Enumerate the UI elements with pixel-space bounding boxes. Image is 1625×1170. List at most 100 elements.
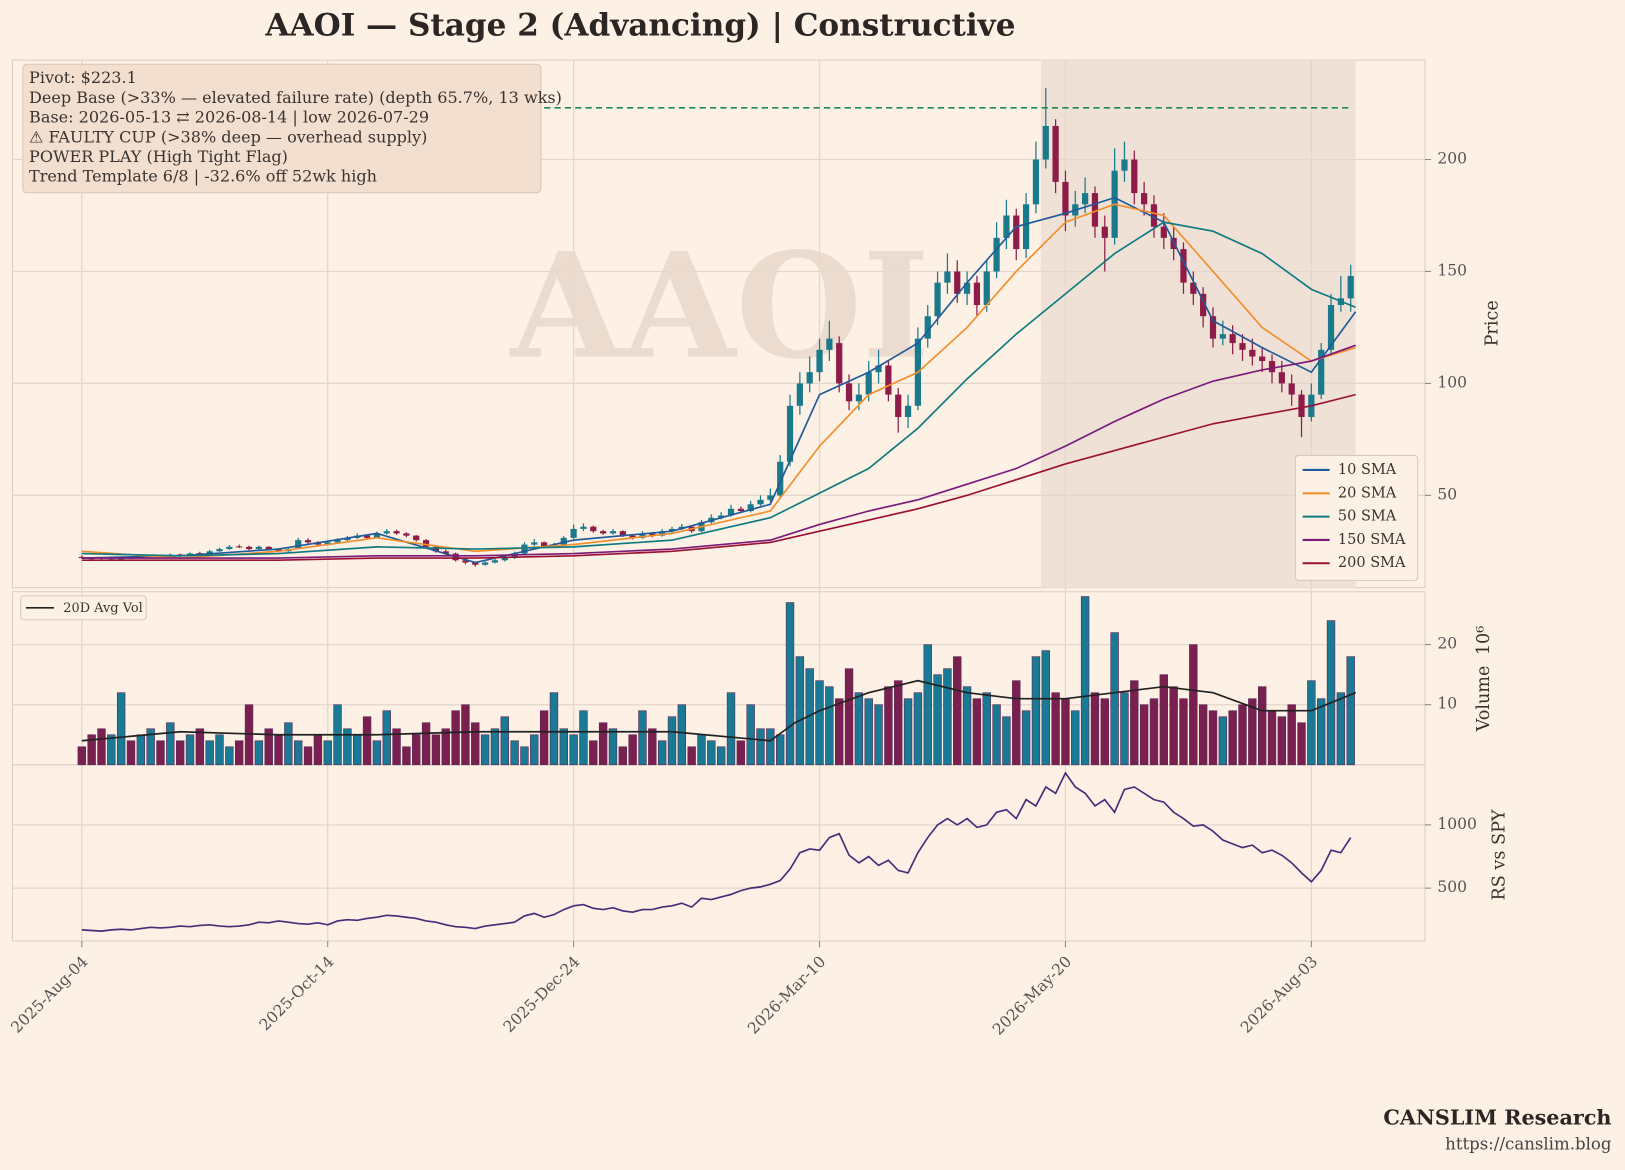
legend-label: 10 SMA — [1338, 462, 1397, 478]
annotation-line: Base: 2026-05-13 ⇄ 2026-08-14 | low 2026… — [29, 108, 429, 127]
volume-bar — [815, 680, 824, 766]
volume-bar — [136, 734, 146, 766]
candle-body — [1042, 125, 1049, 160]
volume-bar — [736, 740, 746, 766]
sma-line — [81, 344, 1356, 559]
volume-bar — [1130, 680, 1139, 766]
volume-bar — [657, 740, 667, 766]
volume-bar — [756, 728, 765, 766]
candle-body — [1091, 193, 1099, 227]
volume-bar — [854, 692, 864, 766]
candle-body — [373, 533, 381, 538]
volume-bar — [1139, 704, 1149, 766]
candle-body — [1180, 249, 1187, 283]
candle-body — [1278, 372, 1285, 384]
volume-bar — [402, 746, 411, 766]
candle-body — [1268, 361, 1276, 373]
candle-body — [983, 271, 990, 306]
volume-bar — [1297, 722, 1306, 766]
candle-body — [521, 544, 528, 554]
volume-bar — [539, 710, 549, 766]
volume-bar — [1238, 704, 1247, 766]
candle-body — [885, 365, 892, 395]
volume-bar — [638, 710, 647, 766]
candle-body — [236, 546, 243, 548]
legend-box — [1294, 454, 1419, 581]
candle-body — [501, 558, 508, 561]
volume-bar — [785, 602, 795, 766]
volume-bar — [175, 740, 185, 766]
candle-body — [1062, 181, 1069, 216]
footer-brand: CANSLIM Research — [1383, 1106, 1611, 1130]
candle-body — [1022, 204, 1030, 250]
avg-volume-line — [81, 679, 1356, 742]
candle-body — [481, 562, 489, 565]
volume-bar — [1179, 698, 1188, 766]
candle-body — [531, 542, 538, 545]
annotation-line: Deep Base (>33% — elevated failure rate)… — [29, 88, 562, 107]
candle-body — [1032, 159, 1040, 205]
candle-body — [737, 508, 744, 512]
candle-body — [1160, 226, 1167, 238]
candle-body — [226, 546, 233, 550]
candle-body — [1190, 282, 1197, 294]
volume-bar — [471, 722, 480, 766]
volume-bar — [107, 734, 116, 766]
volume-bar — [431, 734, 441, 766]
volume-bar — [451, 710, 460, 766]
candle-body — [265, 546, 272, 550]
volume-bar — [530, 734, 539, 766]
footer-url: https://canslim.blog — [1445, 1135, 1612, 1154]
volume-bar — [618, 746, 628, 766]
candle-body — [560, 537, 567, 545]
candle-body — [403, 533, 410, 536]
volume-bar — [146, 728, 155, 766]
volume-bar — [1080, 596, 1090, 766]
candle-body — [245, 546, 253, 550]
volume-bar — [766, 728, 775, 766]
candle-body — [845, 383, 853, 402]
candle-body — [619, 531, 626, 536]
volume-bar — [225, 746, 234, 766]
volume-bar — [1041, 650, 1050, 766]
volume-bar — [864, 698, 873, 766]
candle-body — [1121, 159, 1128, 171]
candle-body — [413, 535, 420, 541]
candle-body — [1003, 215, 1010, 238]
y-tick-label: 500 — [1437, 878, 1467, 896]
candle-body — [757, 499, 764, 505]
volume-bar — [234, 740, 244, 766]
candle-body — [580, 526, 587, 529]
candle-body — [304, 540, 312, 543]
volume-bar — [1326, 620, 1336, 766]
candle-body — [255, 546, 262, 550]
candle-body — [462, 560, 469, 563]
candle-body — [1200, 293, 1207, 317]
candle-body — [1298, 394, 1305, 417]
volume-bar — [746, 704, 755, 766]
volume-bar — [303, 746, 313, 766]
candle-body — [1141, 193, 1148, 205]
candle-body — [934, 282, 941, 317]
volume-bar — [1149, 698, 1159, 766]
annotation-line: Pivot: $223.1 — [29, 68, 137, 87]
candle-body — [275, 549, 282, 552]
candle-body — [363, 535, 371, 538]
volume-bar — [126, 740, 136, 766]
annotation-frame — [22, 63, 542, 194]
volume-bar — [795, 656, 805, 766]
candle-body — [206, 551, 213, 554]
candle-body — [334, 540, 341, 543]
volume-bar — [1287, 704, 1296, 766]
candle-body — [796, 383, 803, 406]
y-axis-label: RS vs SPY — [1490, 809, 1510, 900]
candle-body — [806, 372, 813, 384]
volume-bar — [1267, 710, 1277, 766]
volume-bar — [667, 716, 677, 766]
volume-bar — [1316, 698, 1326, 766]
annotation-line: POWER PLAY (High Tight Flag) — [29, 147, 288, 166]
candle-body — [216, 549, 223, 552]
volume-bar — [500, 716, 509, 766]
candle-body — [1239, 343, 1246, 350]
